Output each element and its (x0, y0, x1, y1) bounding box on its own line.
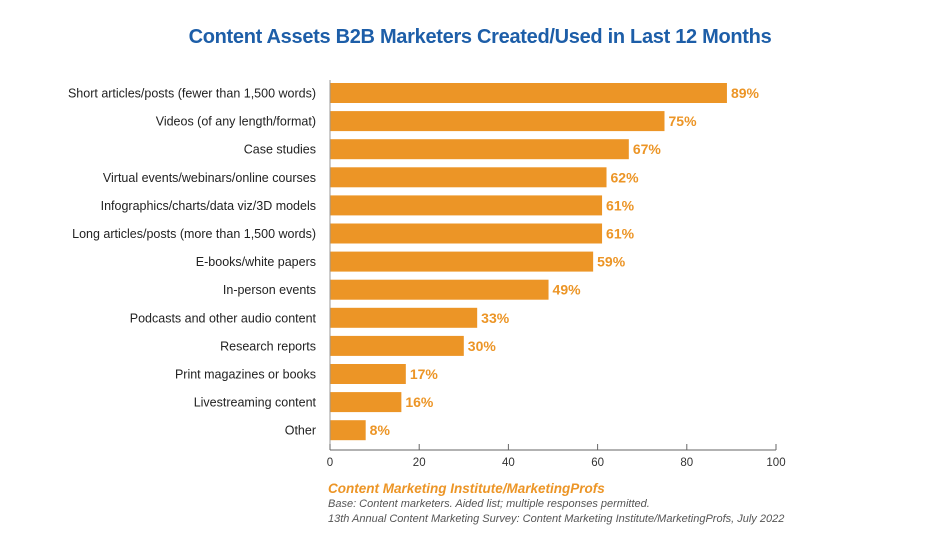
bar (330, 111, 665, 132)
source-survey: 13th Annual Content Marketing Survey: Co… (328, 513, 785, 525)
category-label: Videos (of any length/format) (156, 115, 316, 129)
bar (330, 279, 549, 300)
category-label: Long articles/posts (more than 1,500 wor… (72, 227, 316, 241)
value-label: 67% (633, 141, 662, 157)
value-label: 61% (606, 197, 635, 213)
category-label: Virtual events/webinars/online courses (103, 171, 316, 185)
category-label: Infographics/charts/data viz/3D models (101, 199, 316, 213)
bar (330, 139, 629, 160)
bar (330, 307, 478, 328)
x-tick-label: 40 (502, 457, 515, 469)
source-base: Base: Content marketers. Aided list; mul… (328, 498, 650, 510)
bar (330, 251, 594, 272)
bar (330, 364, 406, 384)
category-label: In-person events (223, 283, 316, 297)
bar (330, 420, 366, 441)
category-label: Livestreaming content (194, 396, 317, 410)
value-label: 61% (606, 226, 635, 242)
category-label: Other (285, 424, 316, 438)
value-label: 75% (669, 113, 698, 129)
value-label: 30% (468, 338, 497, 354)
x-tick-label: 100 (766, 457, 785, 469)
bar (330, 335, 464, 356)
bar (330, 195, 603, 216)
value-label: 59% (597, 254, 626, 270)
value-label: 89% (731, 85, 760, 101)
x-tick-label: 20 (413, 457, 426, 469)
value-label: 49% (553, 282, 582, 298)
source-org: Content Marketing Institute/MarketingPro… (328, 481, 605, 496)
chart-title: Content Assets B2B Marketers Created/Use… (188, 26, 772, 48)
bar (330, 83, 727, 103)
value-label: 17% (410, 366, 439, 382)
category-label: Podcasts and other audio content (130, 311, 317, 325)
value-label: 33% (481, 310, 510, 326)
value-label: 8% (370, 422, 391, 438)
value-label: 16% (405, 394, 434, 410)
category-label: Case studies (244, 143, 316, 157)
x-tick-label: 80 (680, 457, 693, 469)
value-label: 62% (611, 169, 640, 185)
category-label: Research reports (220, 339, 316, 353)
category-label: Print magazines or books (175, 368, 316, 382)
bar (330, 167, 607, 188)
bar (330, 223, 603, 244)
category-label: E-books/white papers (196, 255, 316, 269)
x-tick-label: 60 (591, 457, 604, 469)
bar (330, 392, 402, 413)
x-tick-label: 0 (327, 457, 333, 469)
category-label: Short articles/posts (fewer than 1,500 w… (68, 87, 316, 101)
